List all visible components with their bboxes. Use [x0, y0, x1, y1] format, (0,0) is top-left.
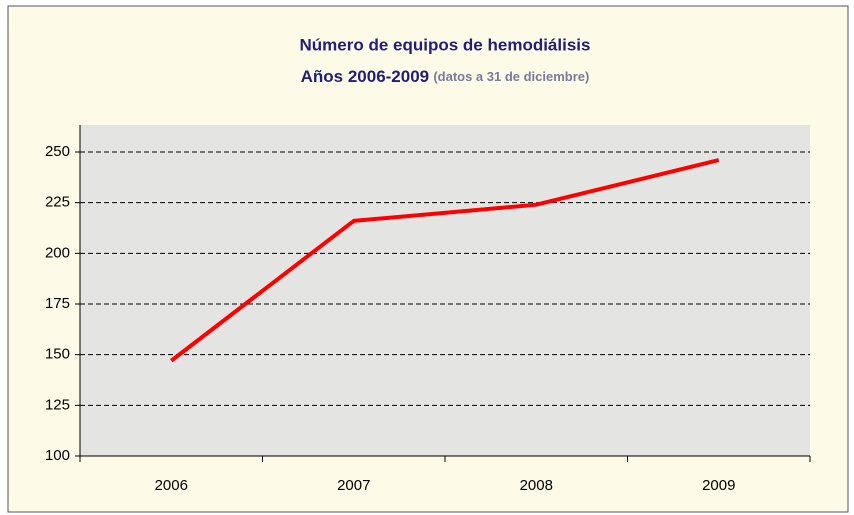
y-tick-label: 225: [45, 194, 70, 211]
x-tick-label: 2007: [337, 477, 370, 494]
subtitle-line: Años 2006-2009 (datos a 31 de diciembre): [301, 67, 590, 86]
y-tick-label: 150: [45, 346, 70, 363]
x-tick-label: 2009: [702, 477, 735, 494]
chart-title: Número de equipos de hemodiálisis: [300, 35, 591, 54]
line-series: [170, 158, 720, 363]
plot-area: [80, 125, 810, 456]
y-tick-label: 125: [45, 396, 70, 413]
y-tick-label: 200: [45, 244, 70, 261]
chart-subtitle: Años 2006-2009: [301, 67, 430, 86]
annotation: (datos a 31 de diciembre): [433, 69, 589, 84]
y-tick-label: 175: [45, 295, 70, 312]
x-tick-label: 2008: [520, 477, 553, 494]
y-tick-label: 250: [45, 143, 70, 160]
y-tick-label: 100: [45, 447, 70, 464]
x-tick-label: 2006: [155, 477, 188, 494]
